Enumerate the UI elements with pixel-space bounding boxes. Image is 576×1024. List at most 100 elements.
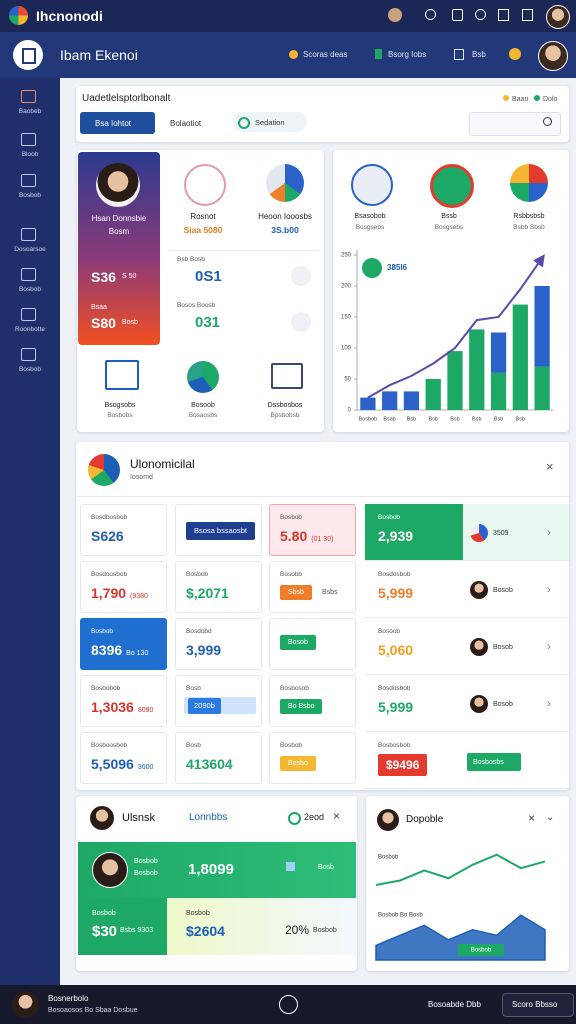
- sidebar-label[interactable]: Baobeb: [18, 108, 42, 115]
- profile-card[interactable]: Hsan Donnsbie Bosm S36 S 50 Bsaa S80 Bos…: [78, 152, 160, 345]
- expand-button[interactable]: ⌄: [546, 812, 555, 823]
- avatar: [90, 806, 114, 830]
- member-row[interactable]: Bosbob Bosbob 1,8099 Bosb: [78, 842, 356, 898]
- sidebar-label[interactable]: Dosoarsoe: [14, 246, 46, 253]
- list-row[interactable]: Bosdosbob 5,999 Bosob ›: [365, 675, 569, 732]
- avatar[interactable]: [546, 5, 570, 29]
- arrow-button[interactable]: [291, 312, 311, 332]
- chevron[interactable]: ›: [547, 698, 551, 710]
- tag[interactable]: Sbsb: [280, 585, 312, 600]
- icon[interactable]: [522, 9, 533, 21]
- list-row[interactable]: Bosbosbob $9496 Bosbosbs: [365, 732, 569, 789]
- dropdown-label[interactable]: Sedation: [255, 118, 285, 127]
- header-item[interactable]: Scoras deas: [303, 50, 348, 59]
- metric-cell[interactable]: Bosboosbob 5,5096 3600: [80, 732, 167, 784]
- metric-row: 1,3036 8090: [91, 700, 153, 714]
- metric-label: Bosbobob: [91, 685, 121, 692]
- arrow-button[interactable]: [291, 266, 311, 286]
- avatar: [470, 581, 488, 599]
- icon[interactable]: [498, 9, 509, 21]
- metric-cell[interactable]: Bosbob 5.80 (01 30): [269, 504, 356, 556]
- sidebar: Baobeb Bloob Bosbob Dosoarsoe Bosbob Roonbott…: [0, 78, 60, 985]
- sidebar-icon[interactable]: [21, 174, 36, 187]
- icon[interactable]: [509, 48, 521, 60]
- center-icon[interactable]: [279, 995, 298, 1014]
- team-link[interactable]: Lonnbbs: [189, 812, 228, 823]
- metric-cell[interactable]: Bosbobob 1,3036 8090: [80, 675, 167, 727]
- sidebar-label[interactable]: Bloob: [21, 151, 39, 158]
- metric-cell[interactable]: Bosdoosbob 1,790 (9380: [80, 561, 167, 613]
- list-row[interactable]: Bosbob 2,939 3509 ›: [365, 504, 569, 561]
- icon[interactable]: [388, 8, 402, 22]
- metric-cell[interactable]: Bosbob Bosbo: [269, 732, 356, 784]
- sidebar-icon[interactable]: [21, 348, 36, 361]
- sidebar-label[interactable]: Bosbob: [18, 286, 42, 293]
- metric-cell[interactable]: Bosbob 8396 Bo 130: [80, 618, 167, 670]
- chevron[interactable]: ›: [547, 584, 551, 596]
- list-note: Bosob: [493, 701, 513, 708]
- metric-cell[interactable]: Bsosa bssaosbt: [175, 504, 262, 556]
- tag[interactable]: Bo Bsbo: [280, 699, 323, 714]
- close-button[interactable]: ×: [546, 459, 554, 474]
- footer-link[interactable]: Bosoabde Dbb: [428, 1000, 481, 1009]
- sidebar-label[interactable]: Roonbotte: [15, 326, 45, 333]
- toolbar: Uadetlelsptorlbonalt Baao Dolo Bsa Iohto…: [76, 86, 569, 142]
- list-row[interactable]: Bosoob 5,060 Bosob ›: [365, 618, 569, 675]
- tag[interactable]: Bosob: [280, 635, 316, 650]
- metric-label: Bosb: [186, 742, 201, 749]
- list-row[interactable]: Bosdosbob 5,999 Bosob ›: [365, 561, 569, 618]
- highlight: [365, 504, 463, 560]
- metric-value: 5.80: [280, 528, 308, 544]
- metric-cell[interactable]: Bosdobd 3,999: [175, 618, 262, 670]
- search-icon[interactable]: [543, 117, 552, 126]
- sidebar-label[interactable]: Bosbob: [18, 366, 42, 373]
- chevron[interactable]: ›: [547, 527, 551, 539]
- action-button[interactable]: Bsosa bssaosbt: [186, 522, 255, 540]
- sidebar-icon[interactable]: [21, 268, 36, 281]
- tile-title: Dssbosbos: [267, 402, 303, 409]
- sidebar-icon[interactable]: [21, 228, 36, 241]
- avatar[interactable]: [538, 41, 568, 71]
- button-label[interactable]: Bsa Iohtot: [95, 119, 132, 128]
- metric-cell[interactable]: Bosbob $,2071: [175, 561, 262, 613]
- button[interactable]: [80, 112, 155, 134]
- icon: [289, 50, 298, 59]
- close-button[interactable]: ×: [528, 811, 536, 825]
- dropdown[interactable]: [233, 112, 307, 132]
- summary-value: $2604: [186, 923, 225, 939]
- header-item[interactable]: Bsb: [472, 50, 486, 59]
- close-button[interactable]: ×: [333, 809, 341, 823]
- sidebar-label[interactable]: Bosbob: [18, 192, 42, 199]
- metric-label: Bosobb: [280, 571, 303, 578]
- list-button-label[interactable]: Bosbosbs: [473, 759, 504, 766]
- list-button[interactable]: [467, 753, 521, 771]
- chevron[interactable]: ›: [547, 641, 551, 653]
- icon[interactable]: [452, 9, 463, 21]
- sidebar-icon[interactable]: [21, 308, 36, 321]
- metric-cell[interactable]: Bosbosob Bo Bsbo: [269, 675, 356, 727]
- sidebar-icon[interactable]: [21, 133, 36, 146]
- metric-value: 8396: [91, 642, 123, 658]
- kpi-icon: [184, 164, 226, 206]
- tab[interactable]: Bolaotiot: [170, 119, 202, 128]
- header-icon[interactable]: [13, 40, 43, 70]
- chart-card: Bsasobob Bosgsebs Bssb Bosgsebs Rsbbsbsb…: [333, 150, 569, 432]
- icon[interactable]: [475, 9, 486, 20]
- footer-button-label[interactable]: Scoro Bbsso: [512, 1000, 558, 1009]
- tile-sub: Bosgsebs: [434, 224, 464, 231]
- footer-button[interactable]: [502, 993, 574, 1017]
- metric-cell[interactable]: Bosobb Sbsb Bsbs: [269, 561, 356, 613]
- sidebar-icon[interactable]: [21, 90, 36, 103]
- metric-cell[interactable]: Bosdbosbob S626: [80, 504, 167, 556]
- metric-cell[interactable]: Bosb 413604: [175, 732, 262, 784]
- icon[interactable]: [425, 9, 436, 20]
- header-item[interactable]: Bsorg Iobs: [388, 50, 427, 59]
- member-role: Bosbob: [134, 870, 158, 877]
- metric-cell[interactable]: Bosob: [269, 618, 356, 670]
- mini-label: Bosos Boosb: [177, 302, 216, 309]
- list-tag[interactable]: $9496: [378, 754, 428, 776]
- metric-label: Bosdbosbob: [91, 514, 128, 521]
- tile-icon: [510, 164, 548, 202]
- tag[interactable]: Bosbo: [280, 756, 316, 771]
- metric-cell[interactable]: Bosb 2090b: [175, 675, 262, 727]
